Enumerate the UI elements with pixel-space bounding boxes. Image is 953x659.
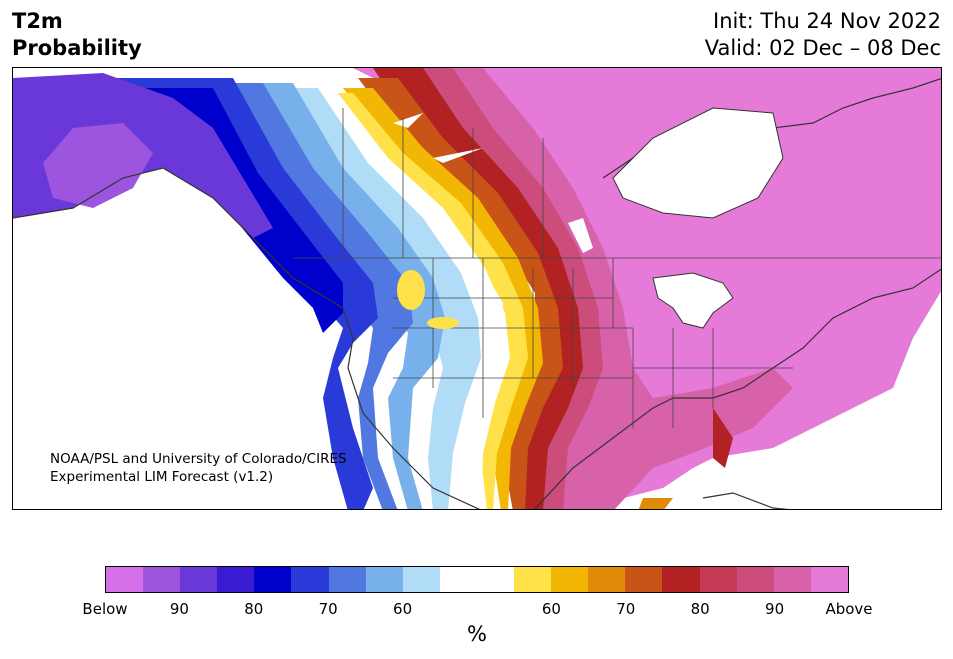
- region-yellow: [343, 88, 543, 509]
- region-lightyellow: [331, 93, 528, 509]
- region-florida-red: [713, 408, 733, 468]
- region-below: [43, 123, 153, 208]
- colorbar-tick-label: 60: [541, 600, 561, 618]
- colorbar-unit: %: [467, 622, 487, 646]
- colorbar-swatch: [365, 567, 403, 592]
- colorbar-swatch: [402, 567, 440, 592]
- colorbar-swatch: [291, 567, 329, 592]
- colorbar-swatch: [588, 567, 626, 592]
- region-yellow-utah: [427, 317, 459, 329]
- region-yellow-idaho: [397, 270, 425, 310]
- colorbar-swatch: [143, 567, 181, 592]
- region-blue60: [253, 83, 445, 509]
- region-above: [353, 68, 941, 509]
- lake-winnipeg: [568, 218, 593, 253]
- colorbar-tick-label: 90: [765, 600, 785, 618]
- hudson-bay: [612, 107, 784, 219]
- init-date: Init: Thu 24 Nov 2022: [713, 9, 941, 33]
- great-slave-lake: [393, 113, 423, 128]
- colorbar-tick-label: 90: [169, 600, 189, 618]
- colorbar-swatch: [217, 567, 255, 592]
- colorbar-swatch: [180, 567, 218, 592]
- colorbar-tick-label: 70: [318, 600, 338, 618]
- title-line-1: T2m: [12, 9, 63, 33]
- region-cuba-orange: [638, 498, 673, 509]
- region-above60: [358, 78, 563, 509]
- colorbar-swatch: [254, 567, 292, 592]
- valid-range: Valid: 02 Dec – 08 Dec: [704, 36, 941, 60]
- colorbar-swatch: [773, 567, 811, 592]
- region-blue70: [223, 83, 413, 509]
- colorbar-tick-label: 80: [244, 600, 264, 618]
- colorbar-swatch: [810, 567, 848, 592]
- colorbar-swatch: [476, 567, 515, 592]
- colorbar-swatch: [699, 567, 737, 592]
- colorbar-tick-label: Above: [825, 600, 873, 618]
- init-valid-header: Init: Thu 24 Nov 2022 Valid: 02 Dec – 08…: [705, 8, 941, 62]
- probability-map: NOAA/PSL and University of Colorado/CIRE…: [12, 67, 942, 510]
- colorbar-swatch: [551, 567, 589, 592]
- title-line-2: Probability: [12, 36, 142, 60]
- colorbar: [105, 566, 849, 593]
- colorbar-tick-label: 80: [690, 600, 710, 618]
- chart-title: T2m Probability: [12, 8, 142, 62]
- colorbar-swatch: [736, 567, 774, 592]
- credit-line-2: Experimental LIM Forecast (v1.2): [50, 469, 274, 485]
- colorbar-swatch: [625, 567, 663, 592]
- great-lakes: [652, 272, 734, 329]
- colorbar-tick-label: 60: [393, 600, 413, 618]
- colorbar-tick-label: Below: [82, 600, 128, 618]
- colorbar-swatch: [514, 567, 552, 592]
- colorbar-swatch: [662, 567, 700, 592]
- borders: [293, 108, 941, 428]
- credit-text: NOAA/PSL and University of Colorado/CIRE…: [50, 450, 347, 486]
- map-svg: [13, 68, 941, 509]
- credit-line-1: NOAA/PSL and University of Colorado/CIRE…: [50, 451, 347, 467]
- colorbar-tick-label: 70: [616, 600, 636, 618]
- colorbar-swatch: [439, 567, 477, 592]
- lake-athabasca: [433, 148, 483, 163]
- colorbar-swatch: [106, 567, 144, 592]
- colorbar-swatch: [328, 567, 366, 592]
